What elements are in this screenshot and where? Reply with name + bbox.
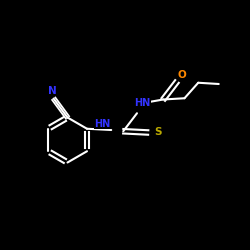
Text: HN: HN [134, 98, 150, 108]
Text: O: O [178, 70, 186, 80]
Text: N: N [48, 86, 57, 96]
Text: HN: HN [94, 119, 111, 129]
Text: S: S [154, 128, 162, 138]
